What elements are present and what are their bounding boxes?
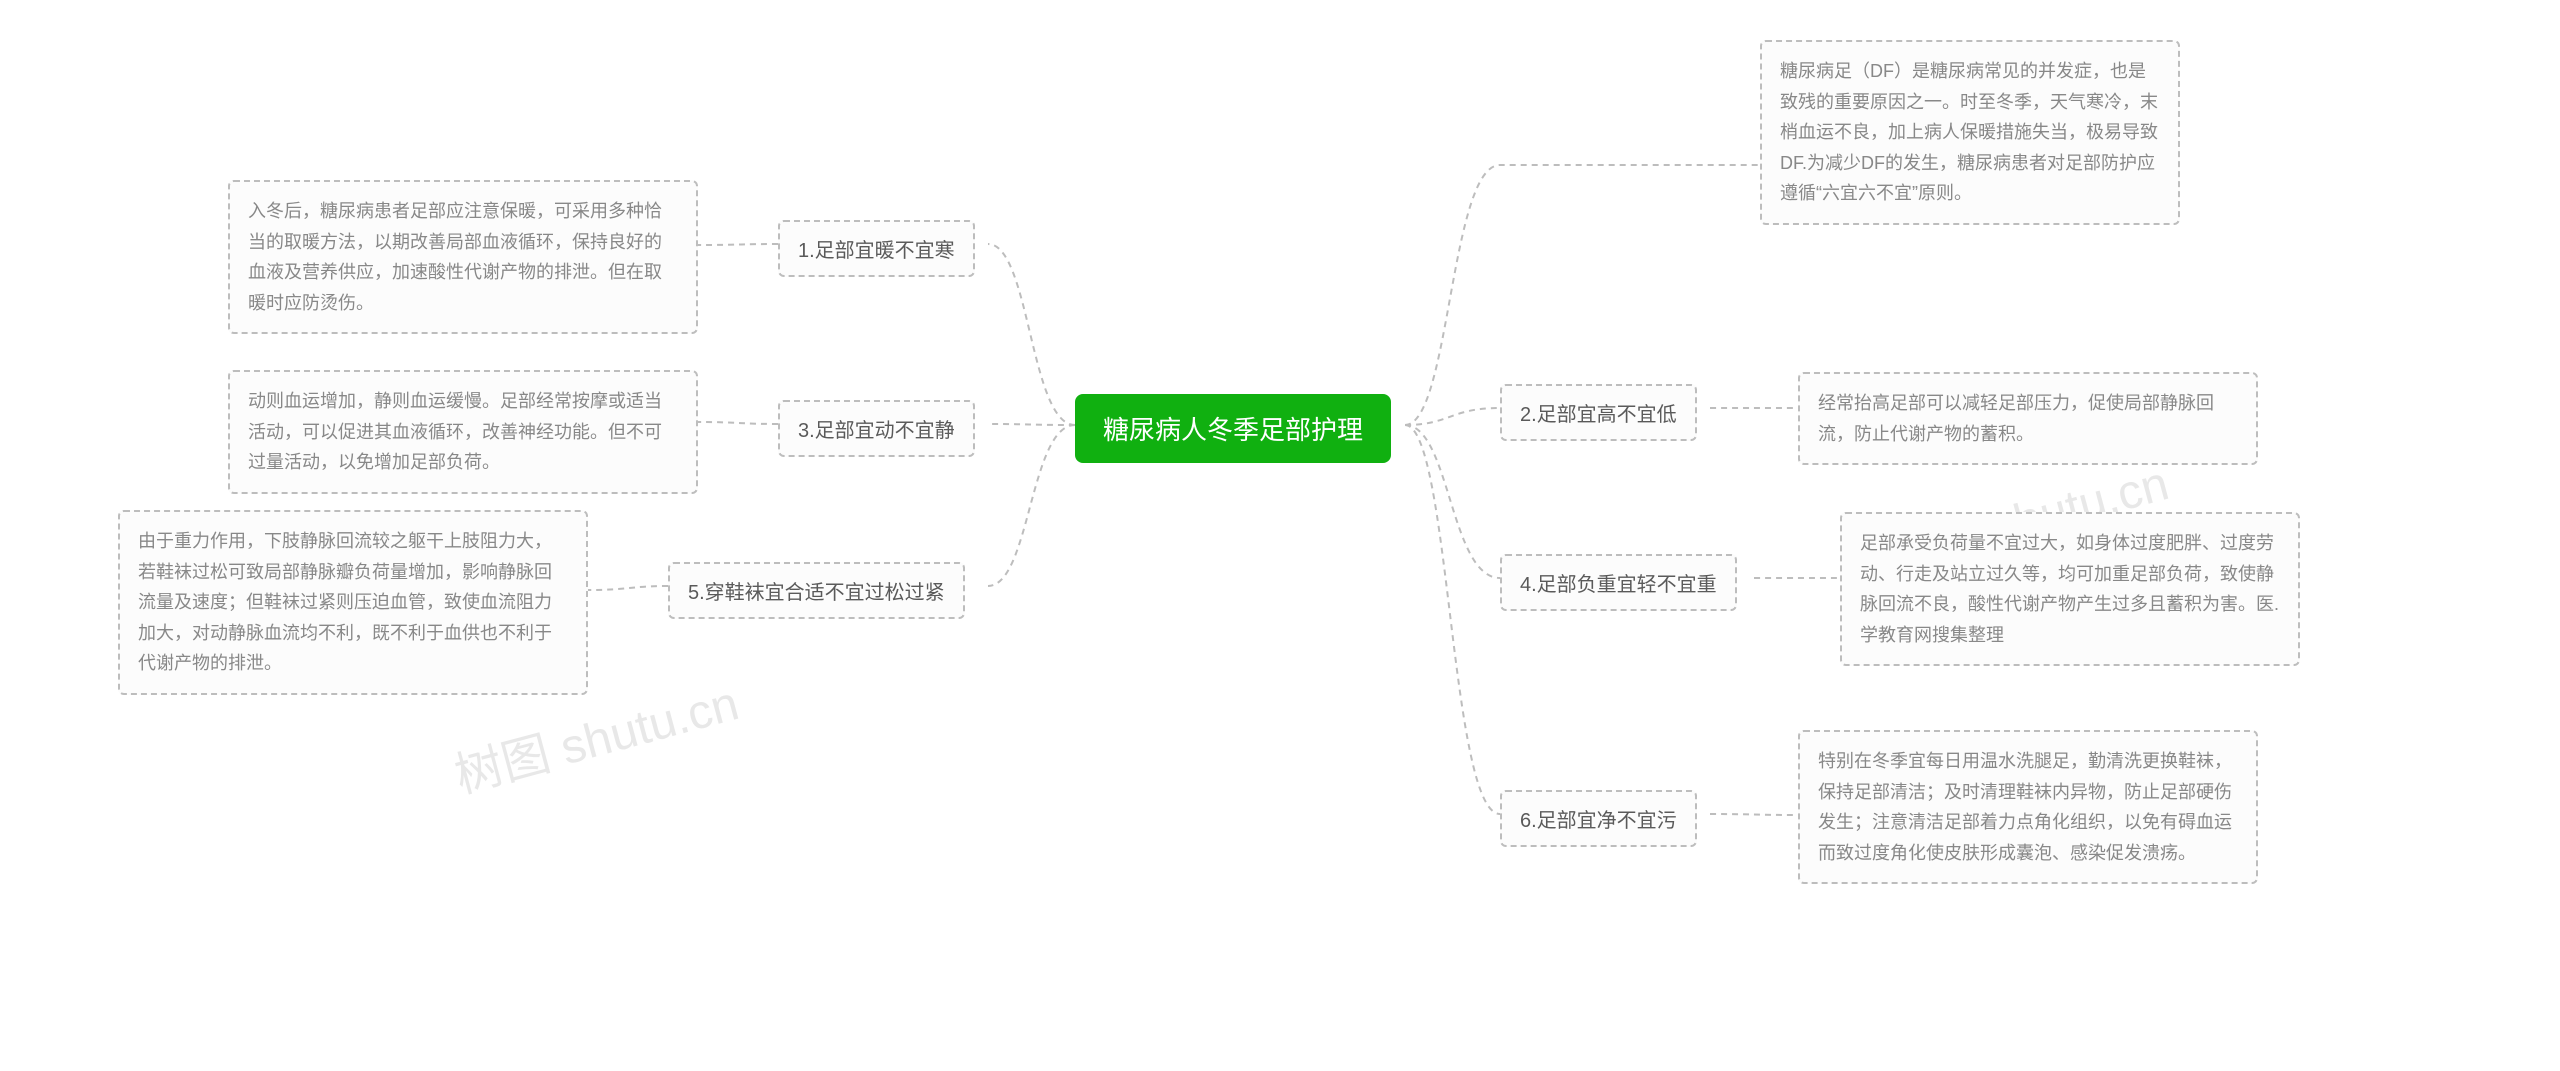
detail-node-6: 特别在冬季宜每日用温水洗腿足，勤清洗更换鞋袜，保持足部清洁；及时清理鞋袜内异物，… <box>1798 730 2258 884</box>
connector <box>698 422 778 424</box>
connector <box>988 424 1075 425</box>
branch-node-1[interactable]: 1.足部宜暖不宜寒 <box>778 220 975 277</box>
connector <box>988 425 1075 586</box>
connector <box>1405 408 1500 425</box>
connector <box>1710 814 1798 815</box>
connector <box>588 586 668 590</box>
branch-node-5[interactable]: 5.穿鞋袜宜合适不宜过松过紧 <box>668 562 965 619</box>
branch-node-4[interactable]: 4.足部负重宜轻不宜重 <box>1500 554 1737 611</box>
branch-node-2[interactable]: 2.足部宜高不宜低 <box>1500 384 1697 441</box>
detail-node-4: 足部承受负荷量不宜过大，如身体过度肥胖、过度劳动、行走及站立过久等，均可加重足部… <box>1840 512 2300 666</box>
branch-node-6[interactable]: 6.足部宜净不宜污 <box>1500 790 1697 847</box>
branch-node-3[interactable]: 3.足部宜动不宜静 <box>778 400 975 457</box>
mindmap-center[interactable]: 糖尿病人冬季足部护理 <box>1075 394 1391 463</box>
connector <box>1405 425 1500 814</box>
connector <box>1405 425 1500 578</box>
detail-node-intro: 糖尿病足（DF）是糖尿病常见的并发症，也是致残的重要原因之一。时至冬季，天气寒冷… <box>1760 40 2180 225</box>
detail-node-5: 由于重力作用，下肢静脉回流较之躯干上肢阻力大，若鞋袜过松可致局部静脉瓣负荷量增加… <box>118 510 588 695</box>
connector <box>988 244 1075 425</box>
detail-node-3: 动则血运增加，静则血运缓慢。足部经常按摩或适当活动，可以促进其血液循环，改善神经… <box>228 370 698 494</box>
detail-node-1: 入冬后，糖尿病患者足部应注意保暖，可采用多种恰当的取暖方法，以期改善局部血液循环… <box>228 180 698 334</box>
detail-node-2: 经常抬高足部可以减轻足部压力，促使局部静脉回流，防止代谢产物的蓄积。 <box>1798 372 2258 465</box>
connector <box>698 244 778 245</box>
